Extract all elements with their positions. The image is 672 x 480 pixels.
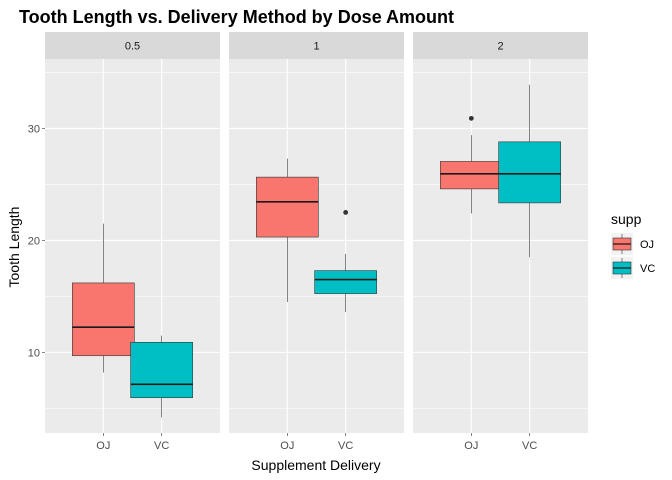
y-axis: 10 20 30: [28, 123, 45, 359]
facet-panel-0-5: 0.5 OJ VC: [45, 32, 220, 452]
facet-strip-label: 2: [497, 41, 503, 53]
facet-panels: 0.5 OJ VC 1 OJ VC 2 OJ VC: [45, 32, 588, 452]
y-tick-label: 10: [28, 347, 40, 359]
x-tick-label: OJ: [464, 440, 478, 452]
boxplot-oj: [256, 158, 319, 302]
outlier-point: [468, 115, 474, 121]
y-axis-title: Tooth Length: [6, 207, 22, 288]
panel-background: [229, 59, 404, 433]
boxplot-vc: [130, 335, 193, 418]
facet-strip-label: 1: [313, 41, 319, 53]
x-tick-label: OJ: [280, 440, 294, 452]
facet-strip: [413, 32, 588, 59]
facet-panel-2: 2 OJ VC: [413, 32, 588, 452]
boxplot-oj: [72, 223, 135, 373]
chart-title: Tooth Length vs. Delivery Method by Dose…: [19, 7, 454, 27]
boxplot-vc: [498, 84, 561, 258]
facet-strip: [45, 32, 220, 59]
legend-key-oj: OJ: [611, 233, 654, 255]
x-tick-label: VC: [338, 440, 353, 452]
y-tick-label: 30: [28, 123, 40, 135]
legend-label: VC: [640, 263, 655, 275]
box: [130, 341, 193, 399]
legend: supp OJ VC: [611, 211, 655, 279]
box: [440, 161, 503, 190]
panel-background: [413, 59, 588, 433]
legend-key-vc: VC: [611, 257, 655, 279]
box: [256, 176, 319, 238]
box: [72, 282, 135, 357]
x-tick-label: VC: [522, 440, 537, 452]
boxplot-vc: [314, 210, 377, 313]
legend-title: supp: [611, 211, 642, 227]
boxplot-oj: [440, 115, 503, 214]
facet-panel-1: 1 OJ VC: [229, 32, 404, 452]
y-tick-label: 20: [28, 235, 40, 247]
facet-strip: [229, 32, 404, 59]
x-tick-label: OJ: [96, 440, 110, 452]
outlier-point: [343, 210, 349, 215]
facet-strip-label: 0.5: [125, 41, 140, 53]
x-axis-title: Supplement Delivery: [251, 457, 380, 473]
legend-label: OJ: [640, 239, 654, 251]
box: [498, 141, 561, 204]
x-tick-label: VC: [154, 440, 169, 452]
box: [314, 270, 377, 294]
